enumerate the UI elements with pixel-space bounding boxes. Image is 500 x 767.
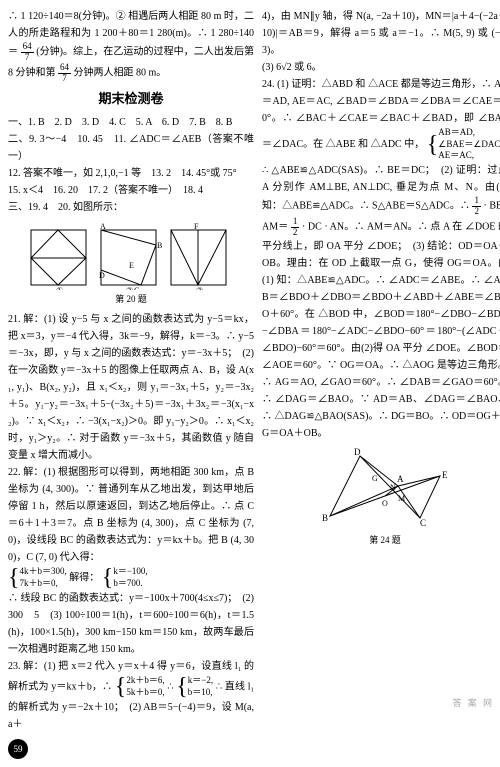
svg-text:G: G	[372, 474, 378, 483]
figure-24-caption: 第 24 题	[262, 533, 500, 548]
answer-line: 15. x＜4 16. 20 17. 2（答案不唯一） 18. 4	[8, 182, 254, 199]
solution-22a: 22. 解：(1) 根据图形可以得到，两地相距 300 km，点 B 坐标为 (…	[8, 464, 254, 566]
answer-line: 三、19. 4 20. 如图所示：	[8, 199, 254, 216]
svg-text:A: A	[100, 222, 106, 231]
svg-text:D: D	[99, 271, 105, 280]
svg-text:B: B	[157, 241, 162, 250]
page-number: 59	[8, 739, 28, 759]
solution-24a: 24. (1) 证明：△ABD 和 △ACE 都是等边三角形，∴ AB＝AD, …	[262, 76, 500, 162]
figure-20: A B C D E F ① ② ③ 第 20 题	[8, 220, 254, 307]
svg-text:D: D	[354, 447, 361, 457]
svg-text:O: O	[382, 499, 388, 508]
solution-22b: ∴ 线段 BC 的函数表达式：y＝−100x＋700(4≤x≤7)； (2) 3…	[8, 590, 254, 658]
answer-line: 二、9. 3～−4 10. 45 11. ∠ADC＝∠AEB（答案不唯一）	[8, 131, 254, 165]
equation-block: {4k＋b＝300,7k＋b＝0, 解得： {k＝−100,b＝700.	[8, 566, 254, 590]
svg-text:F: F	[194, 222, 199, 231]
text: 分钟两人相距 80 m。	[74, 67, 167, 78]
svg-text:A: A	[397, 474, 404, 484]
answer-line: 一、1. B 2. D 3. D 4. C 5. A 6. D 7. B 8. …	[8, 114, 254, 131]
figure-24: D B A E C O G N M 第 24 题	[262, 446, 500, 548]
svg-text:C: C	[134, 286, 139, 290]
svg-text:E: E	[129, 261, 134, 270]
svg-text:B: B	[322, 513, 328, 523]
solution-continue: 4)，由 MN∥y 轴，得 N(a, −2a＋10)，MN＝|a＋4−(−2a＋…	[262, 8, 500, 59]
svg-text:E: E	[442, 470, 448, 480]
svg-text:②: ②	[126, 286, 133, 290]
watermark: 答 案 网	[452, 696, 494, 711]
answer-line: 12. 答案不唯一，如 2,1,0,−1 等 13. 2 14. 45°或 75…	[8, 165, 254, 182]
fraction: 647	[21, 42, 34, 63]
svg-text:①: ①	[56, 286, 63, 290]
solution-24b: ∴ △ABE≌△ADC(SAS)。∴ BE＝DC； (2) 证明：过点 A 分别…	[262, 162, 500, 442]
solution-21: 21. 解：(1) 设 y−5 与 x 之间的函数表达式为 y−5＝kx，把 x…	[8, 311, 254, 464]
svg-text:C: C	[420, 518, 426, 528]
fraction: 647	[58, 63, 71, 84]
solution-continue: (3) 6√2 或 6。	[262, 59, 500, 76]
exam-title: 期末检测卷	[8, 88, 254, 110]
figure-20-caption: 第 20 题	[8, 292, 254, 307]
svg-text:N: N	[390, 483, 396, 492]
svg-text:M: M	[398, 494, 405, 503]
solution-23: 23. 解：(1) 把 x＝2 代入 y＝x＋4 得 y＝6，设直线 l₁ 的解…	[8, 658, 254, 733]
svg-text:③: ③	[196, 286, 203, 290]
